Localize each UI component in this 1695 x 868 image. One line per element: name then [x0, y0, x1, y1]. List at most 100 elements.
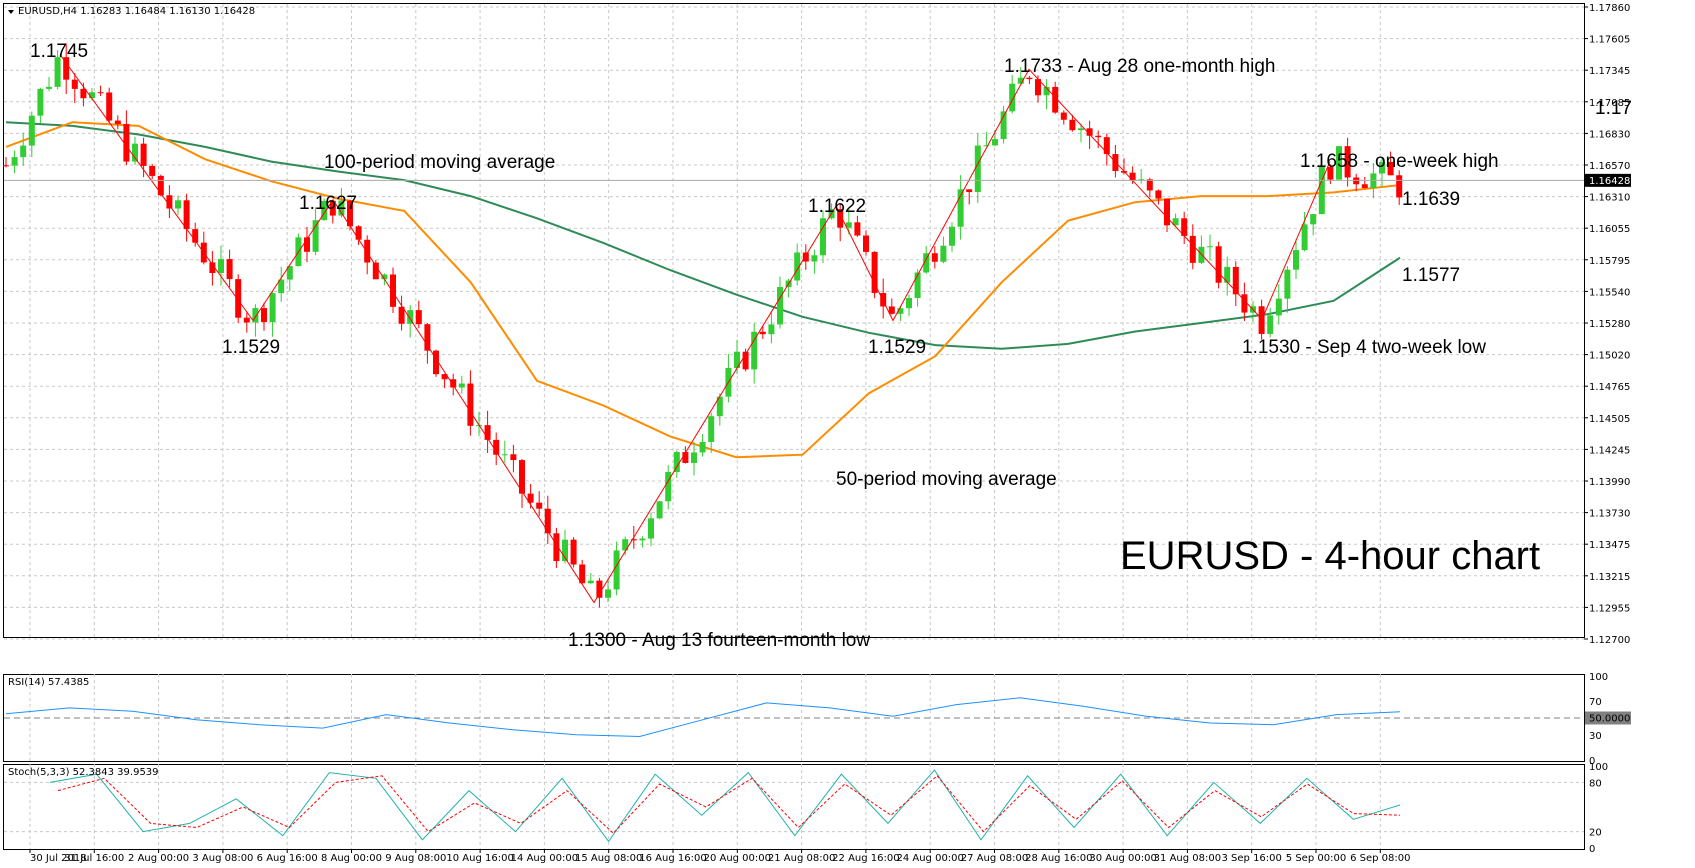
x-tick-label: 28 Aug 16:00 — [1025, 853, 1092, 864]
candle-body — [949, 226, 955, 246]
candle-body — [364, 239, 371, 263]
x-tick-label: 14 Aug 00:00 — [511, 853, 578, 864]
candle-body — [347, 200, 353, 227]
price-annotation: 1.1529 — [222, 337, 280, 358]
candle-body — [1052, 86, 1059, 113]
candle-body — [71, 79, 78, 89]
x-tick-label: 21 Aug 08:00 — [768, 853, 835, 864]
price-annotation: 1.1622 — [808, 196, 866, 217]
candle-body — [269, 293, 276, 323]
candle-body — [1224, 266, 1231, 283]
x-tick-label: 3 Aug 08:00 — [192, 853, 253, 864]
price-annotation: 1.1530 - Sep 4 two-week low — [1242, 337, 1486, 358]
price-tag-label: 1.16428 — [1589, 176, 1630, 187]
stoch-tick-label: 0 — [1589, 844, 1595, 855]
candle-body — [381, 274, 388, 280]
candle-body — [218, 259, 224, 274]
candle-body — [527, 493, 534, 503]
candle-body — [682, 452, 689, 463]
candle-body — [450, 379, 457, 388]
y-tick-label: 1.15540 — [1589, 287, 1630, 298]
stoch-tick-label: 80 — [1589, 778, 1602, 789]
candle-body — [355, 226, 362, 240]
candle-body — [837, 209, 844, 228]
candle-body — [622, 539, 629, 551]
candle-body — [1017, 77, 1024, 84]
candle-body — [673, 452, 680, 473]
candle-body — [871, 251, 878, 293]
y-tick-label: 1.12955 — [1589, 603, 1630, 614]
candle-body — [1155, 190, 1162, 199]
candle-body — [1310, 214, 1317, 225]
candle-body — [278, 279, 285, 294]
zigzag-series — [59, 54, 1331, 604]
candle-body — [321, 200, 328, 221]
price-annotation: 1.1300 - Aug 13 fourteen-month low — [568, 630, 870, 651]
candle-body — [407, 310, 414, 324]
x-tick-label: 15 Aug 08:00 — [575, 853, 642, 864]
candle-body — [1189, 235, 1196, 263]
candle-body — [140, 143, 147, 166]
chart-title: EURUSD - 4-hour chart — [1120, 534, 1540, 578]
candle-body — [802, 252, 809, 262]
candle-body — [390, 274, 396, 307]
candle-body — [329, 200, 336, 216]
candle-body — [80, 88, 87, 99]
candle-body — [398, 306, 405, 324]
x-tick-label: 9 Aug 08:00 — [385, 853, 446, 864]
candle-body — [11, 157, 18, 166]
y-tick-label: 1.15020 — [1589, 351, 1630, 362]
candle-body — [46, 86, 52, 89]
candle-body — [415, 310, 422, 325]
candle-body — [751, 331, 758, 370]
candle-body — [1043, 86, 1050, 96]
stoch-grid — [29, 764, 1381, 849]
y-tick-label: 1.13730 — [1589, 509, 1630, 520]
candle-body — [734, 351, 740, 368]
candle-body — [1327, 167, 1334, 180]
candle-body — [906, 298, 912, 309]
candle-body — [794, 252, 801, 281]
candle-body — [914, 272, 921, 299]
candle-body — [1396, 175, 1403, 198]
x-tick-label: 10 Aug 16:00 — [446, 853, 513, 864]
candle-body — [1086, 128, 1093, 136]
stoch-signal-line — [57, 775, 1401, 834]
candle-body — [845, 222, 852, 228]
candle-body — [1060, 112, 1067, 120]
rsi-panel-frame — [3, 674, 1585, 762]
candle-body — [123, 124, 130, 162]
rsi-tick-label: 70 — [1589, 697, 1602, 708]
candle-body — [639, 538, 646, 541]
candle-body — [888, 306, 895, 314]
ma100-series — [5, 121, 1401, 350]
candle-body — [596, 580, 603, 598]
x-tick-label: 6 Aug 16:00 — [257, 853, 318, 864]
price-annotation: 1.1627 — [299, 193, 357, 214]
candle-body — [209, 262, 216, 274]
candle-body — [261, 308, 267, 323]
candle-body — [106, 92, 113, 121]
x-tick-label: 24 Aug 00:00 — [896, 853, 963, 864]
stoch-panel-frame — [3, 764, 1585, 850]
zigzag-line — [59, 54, 1331, 604]
y-tick-label: 1.16310 — [1589, 193, 1630, 204]
candle-body — [1095, 135, 1102, 138]
price-panel-frame — [3, 3, 1585, 638]
candle-body — [716, 396, 723, 417]
x-tick-label: 16 Aug 16:00 — [639, 853, 706, 864]
candle-body — [132, 143, 138, 162]
y-tick-label: 1.15280 — [1589, 319, 1630, 330]
candlestick-series — [3, 43, 1403, 608]
price-tag — [1585, 173, 1631, 187]
candle-body — [501, 454, 508, 456]
candle-body — [983, 145, 990, 147]
y-tick-label: 1.17345 — [1589, 66, 1630, 77]
candle-body — [974, 145, 981, 193]
candle-body — [1009, 83, 1016, 112]
candle-body — [226, 259, 233, 280]
collapse-arrow-icon[interactable] — [8, 10, 14, 14]
candle-body — [372, 262, 379, 280]
candle-body — [1026, 77, 1033, 80]
